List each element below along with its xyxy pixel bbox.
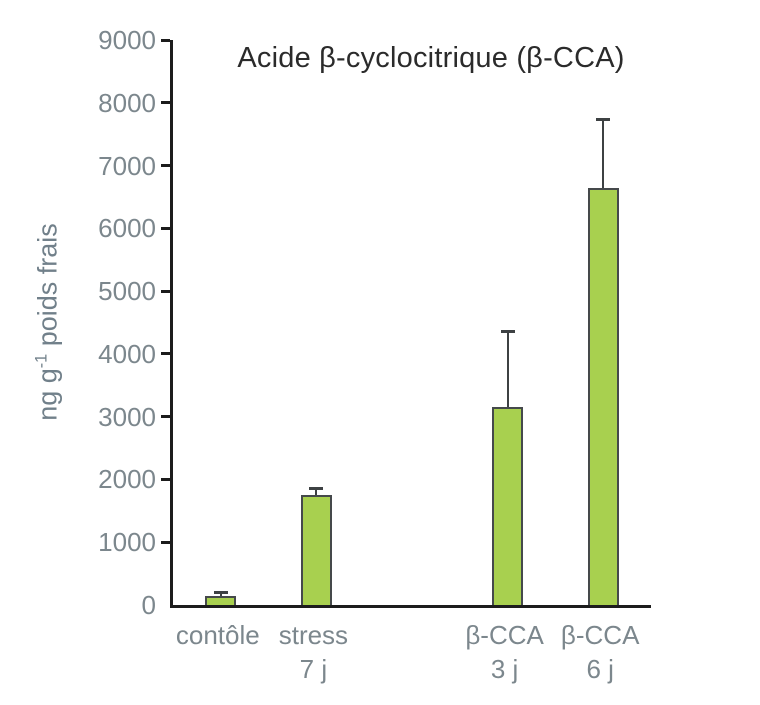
y-tick-label: 6000 — [98, 213, 156, 244]
y-axis-label-superscript: -1 — [32, 353, 51, 369]
y-axis-label: ng g-1 poids frais — [33, 223, 64, 421]
y-axis-tick — [161, 352, 170, 356]
bar — [492, 407, 524, 605]
x-tick-label-line2: 3 j — [490, 654, 519, 684]
error-bar — [602, 118, 605, 188]
x-tick-label-line1: β-CCA — [465, 620, 544, 650]
error-bar — [315, 486, 318, 496]
x-tick-label-line1: stress — [278, 620, 349, 650]
y-axis-tick — [161, 540, 170, 544]
y-tick-label: 0 — [141, 590, 156, 620]
x-tick-label-line1: contôle — [175, 620, 260, 650]
y-tick-label: 1000 — [98, 527, 156, 558]
x-tick-label-line2: 7 j — [299, 654, 328, 684]
bar — [205, 595, 237, 605]
bar — [587, 187, 619, 605]
y-tick-label: 3000 — [98, 401, 156, 432]
chart-title: Acide β-cyclocitrique (β-CCA) — [237, 42, 625, 74]
y-tick-label: 9000 — [98, 25, 156, 55]
error-bar-cap — [596, 118, 611, 122]
x-tick-label-line2: 6 j — [586, 654, 614, 684]
error-bar-cap — [500, 330, 515, 334]
x-tick-label: contôle — [148, 618, 288, 652]
y-axis-tick — [161, 226, 170, 230]
y-axis-tick — [161, 164, 170, 168]
y-axis-tick — [161, 38, 170, 42]
y-axis-tick — [161, 289, 170, 293]
x-tick-label-line1: β-CCA — [560, 620, 640, 650]
y-tick-label: 4000 — [98, 338, 156, 369]
x-tick-label: β-CCA 3 j — [435, 618, 575, 686]
error-bar-cap — [213, 591, 228, 595]
y-tick-label: 8000 — [98, 87, 156, 118]
y-axis-tick — [161, 101, 170, 105]
error-bar-cap — [309, 486, 324, 490]
y-axis-tick — [161, 415, 170, 419]
y-tick-label: 7000 — [98, 150, 156, 181]
y-tick-label: 2000 — [98, 464, 156, 495]
x-tick-label: stress 7 j — [243, 618, 383, 686]
x-tick-label: β-CCA 6 j — [530, 618, 670, 686]
bar — [300, 495, 332, 605]
y-axis-tick — [161, 477, 170, 481]
y-tick-label: 5000 — [98, 276, 156, 307]
error-bar — [506, 330, 509, 408]
plot-area — [161, 38, 651, 608]
